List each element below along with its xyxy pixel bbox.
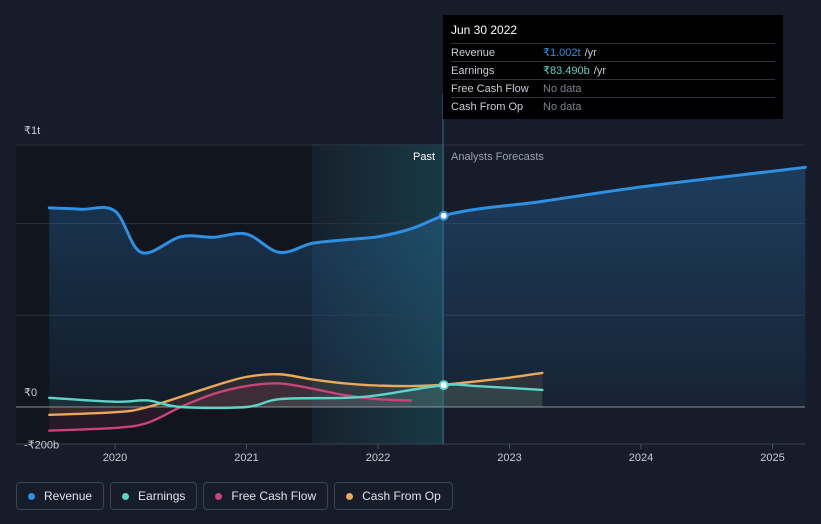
earnings-area <box>49 384 543 408</box>
x-tick-label: 2021 <box>234 452 258 464</box>
earnings-line <box>48 383 544 410</box>
x-tick-label: 2020 <box>103 452 127 464</box>
tooltip-value: No data <box>543 82 582 95</box>
revenue-dot-icon <box>28 492 35 500</box>
past-label: Past <box>413 151 435 163</box>
tooltip-label: Free Cash Flow <box>451 82 529 95</box>
cash-from-op-dot-icon <box>346 492 354 500</box>
tooltip-row-earnings: Earnings ₹83.490b /yr <box>451 61 775 79</box>
legend-label: Earnings <box>138 489 186 503</box>
legend-label: Revenue <box>44 489 93 503</box>
tooltip-value: No data <box>543 100 582 113</box>
earnings-marker <box>438 380 449 391</box>
series-lines <box>47 165 807 432</box>
financial-chart: ₹1t ₹0 -₹200b 2020 2021 2022 2023 2024 2025 Pas… <box>16 94 807 464</box>
y-tick-label: -₹200b <box>24 439 59 451</box>
legend-item-revenue[interactable]: Revenue <box>16 482 105 510</box>
tooltip-label: Cash From Op <box>451 100 524 113</box>
revenue-line <box>47 165 807 255</box>
x-tick-label: 2023 <box>497 452 521 464</box>
legend-item-earnings[interactable]: Earnings <box>110 482 198 510</box>
x-tick-label: 2022 <box>366 452 390 464</box>
x-tick-label: 2024 <box>629 452 653 464</box>
y-axis-labels: ₹1t ₹0 -₹200b <box>24 125 59 451</box>
tooltip-label: Earnings <box>451 64 495 77</box>
tooltip-label: Revenue <box>451 46 496 59</box>
tooltip-row-free-cash-flow: Free Cash Flow No data <box>451 79 775 97</box>
legend-item-free-cash-flow[interactable]: Free Cash Flow <box>203 482 329 510</box>
forecast-label: Analysts Forecasts <box>451 151 544 163</box>
tooltip-unit: /yr <box>593 64 606 77</box>
legend-label: Cash From Op <box>362 489 441 503</box>
cash-from-op-line <box>48 371 544 417</box>
revenue-marker <box>438 210 449 221</box>
x-tick-label: 2025 <box>760 452 784 464</box>
tooltip-row-cash-from-op: Cash From Op No data <box>451 97 775 115</box>
legend-item-cash-from-op[interactable]: Cash From Op <box>334 482 453 510</box>
revenue-area <box>49 167 806 407</box>
tooltip-date: Jun 30 2022 <box>451 23 518 37</box>
highlight-markers <box>438 210 449 391</box>
free-cash-flow-dot-icon <box>215 492 223 500</box>
earnings-dot-icon <box>122 492 130 500</box>
tooltip-unit: /yr <box>584 46 597 59</box>
tooltip-row-revenue: Revenue ₹1.002t /yr <box>451 43 775 61</box>
legend: Revenue Earnings Free Cash Flow Cash Fro… <box>16 482 453 510</box>
tooltip: Jun 30 2022 Revenue ₹1.002t /yr Earnings… <box>443 15 783 119</box>
y-tick-label: ₹0 <box>24 387 37 399</box>
x-axis-labels: 2020 2021 2022 2023 2024 2025 <box>103 444 785 464</box>
tooltip-value: ₹1.002t <box>543 47 581 59</box>
cash-from-op-area <box>49 372 543 415</box>
tooltip-value: ₹83.490b <box>543 65 590 77</box>
y-tick-label: ₹1t <box>24 125 40 137</box>
legend-label: Free Cash Flow <box>231 489 317 503</box>
